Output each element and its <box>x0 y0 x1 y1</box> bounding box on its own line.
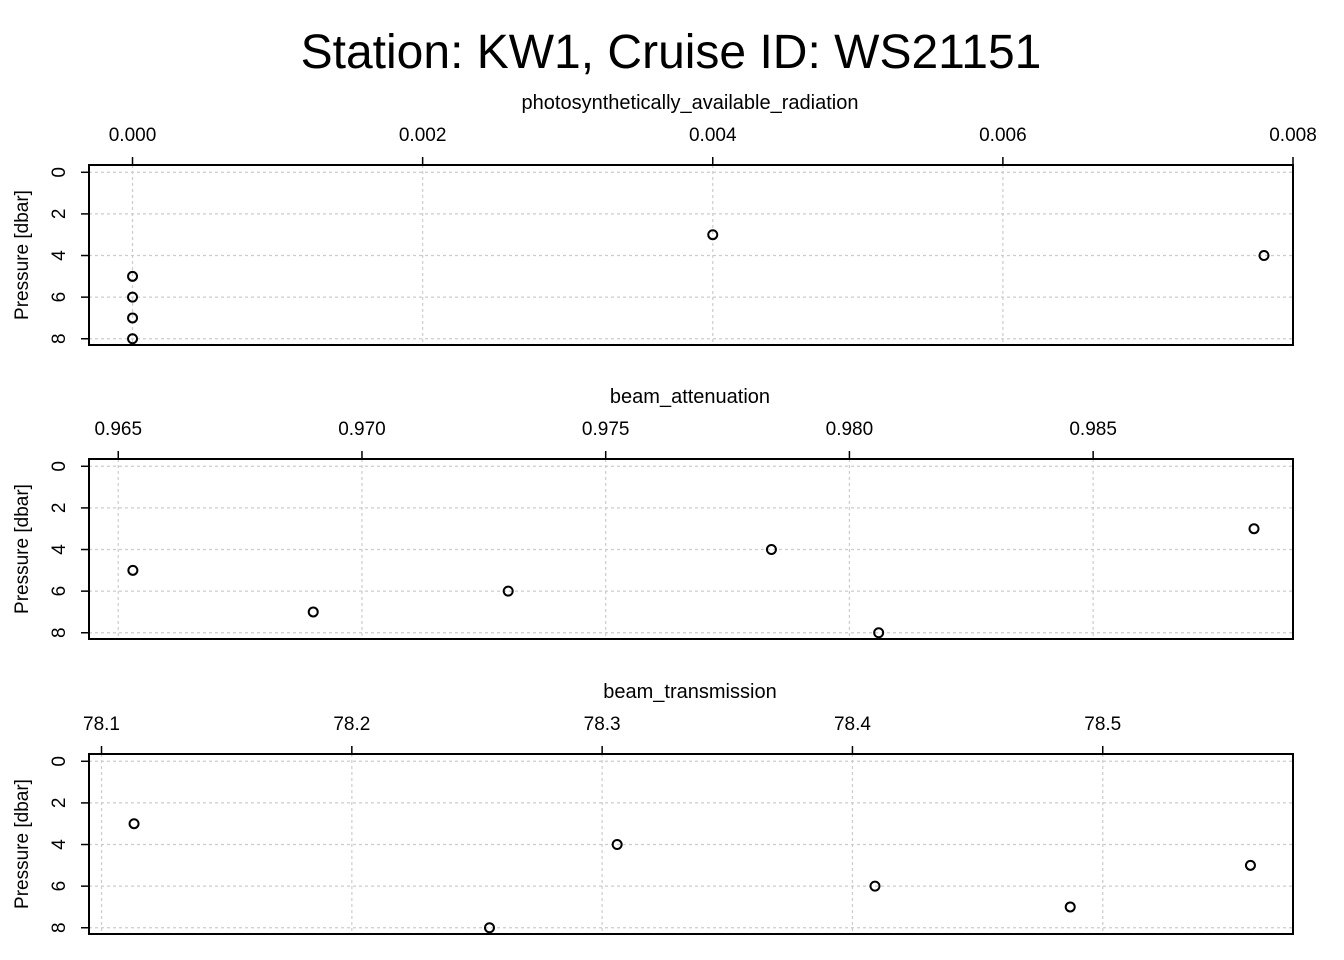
x-tick-label: 0.002 <box>399 125 447 146</box>
x-tick-label: 78.2 <box>333 714 370 735</box>
data-point <box>873 627 885 639</box>
y-tick-label: 2 <box>49 798 70 809</box>
y-axis-label: Pressure [dbar] <box>12 779 33 909</box>
data-point <box>869 880 881 892</box>
data-point <box>127 270 139 282</box>
data-point <box>127 291 139 303</box>
y-tick-label: 8 <box>49 333 70 344</box>
data-point <box>1064 901 1076 913</box>
y-tick-label: 2 <box>49 503 70 514</box>
panel-par: photosynthetically_available_radiation P… <box>12 92 1317 346</box>
y-axis-label: Pressure [dbar] <box>12 484 33 614</box>
x-tick-label: 0.004 <box>689 125 737 146</box>
x-tick-label: 0.000 <box>109 125 157 146</box>
data-point <box>1258 250 1270 262</box>
x-tick-label: 0.970 <box>338 419 386 440</box>
x-tick-label: 0.965 <box>94 419 142 440</box>
data-point <box>765 544 777 556</box>
y-tick-label: 8 <box>49 627 70 638</box>
x-tick-label: 78.5 <box>1084 714 1121 735</box>
data-point <box>502 585 514 597</box>
x-tick-label: 0.006 <box>979 125 1027 146</box>
x-tick-label: 78.3 <box>584 714 621 735</box>
data-point <box>611 839 623 851</box>
x-tick-label: 0.980 <box>826 419 874 440</box>
x-tick-label: 78.1 <box>83 714 120 735</box>
data-point <box>127 333 139 345</box>
panel-title: photosynthetically_available_radiation <box>522 92 859 114</box>
y-axis-label: Pressure [dbar] <box>12 190 33 320</box>
data-point <box>128 818 140 830</box>
x-tick-label: 78.4 <box>834 714 871 735</box>
data-point <box>127 564 139 576</box>
y-tick-label: 4 <box>49 250 70 261</box>
y-tick-label: 4 <box>49 544 70 555</box>
y-tick-label: 0 <box>49 461 70 472</box>
data-point <box>1248 523 1260 535</box>
x-tick-label: 0.985 <box>1069 419 1117 440</box>
y-tick-label: 6 <box>49 881 70 892</box>
panel-title: beam_transmission <box>603 681 776 703</box>
x-tick-label: 0.975 <box>582 419 630 440</box>
data-point <box>127 312 139 324</box>
x-tick-label: 0.008 <box>1269 125 1317 146</box>
panel-title: beam_attenuation <box>610 386 770 408</box>
data-point <box>1244 859 1256 871</box>
data-point <box>483 922 495 934</box>
data-point <box>707 229 719 241</box>
y-tick-label: 6 <box>49 292 70 303</box>
y-tick-label: 6 <box>49 586 70 597</box>
y-tick-label: 2 <box>49 209 70 220</box>
y-tick-label: 0 <box>49 756 70 767</box>
y-tick-label: 8 <box>49 922 70 933</box>
chart-main-title: Station: KW1, Cruise ID: WS21151 <box>301 26 1042 79</box>
panel-beam-transmission: beam_transmission Pressure [dbar] 78.1 78… <box>12 681 1294 935</box>
data-point <box>307 606 319 618</box>
y-tick-label: 0 <box>49 167 70 178</box>
panel-beam-attenuation: beam_attenuation Pressure [dbar] 0.965 0.… <box>12 386 1294 640</box>
y-tick-label: 4 <box>49 839 70 850</box>
